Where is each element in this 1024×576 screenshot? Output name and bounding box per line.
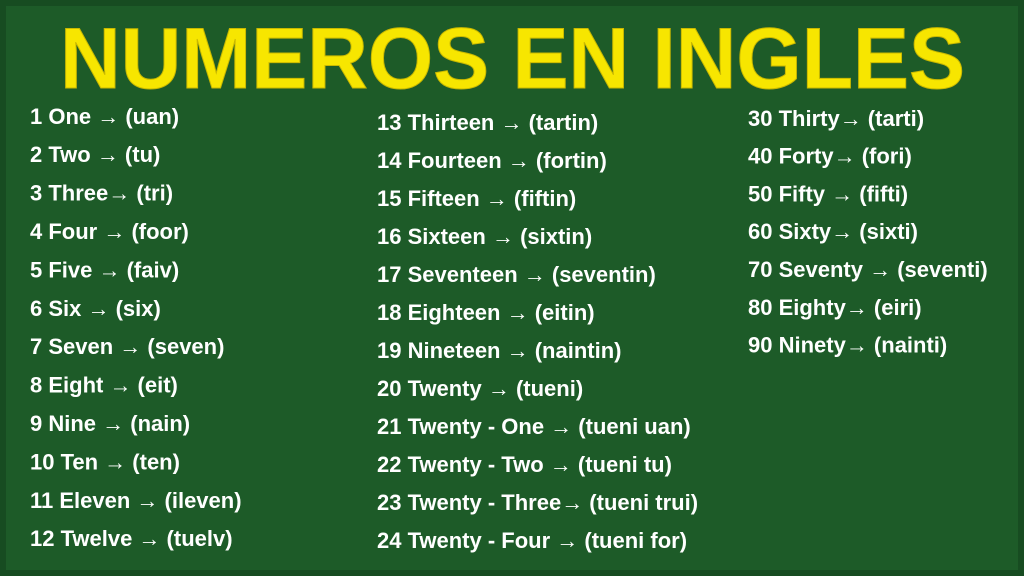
number-line: 9 Nine → (nain) bbox=[30, 411, 190, 436]
number-line: 80 Eighty→ (eiri) bbox=[748, 295, 922, 320]
number-line: 60 Sixty→ (sixti) bbox=[748, 219, 918, 244]
number-line: 16 Sixteen → (sixtin) bbox=[377, 224, 592, 249]
number-line: 5 Five → (faiv) bbox=[30, 257, 179, 282]
number-line: 21 Twenty - One → (tueni uan) bbox=[377, 414, 691, 439]
number-line: 30 Thirty→ (tarti) bbox=[748, 106, 924, 131]
number-line: 18 Eighteen → (eitin) bbox=[377, 300, 595, 325]
number-line: 13 Thirteen → (tartin) bbox=[377, 110, 598, 135]
number-line: 15 Fifteen → (fiftin) bbox=[377, 186, 576, 211]
number-line: 23 Twenty - Three→ (tueni trui) bbox=[377, 490, 698, 515]
number-line: 50 Fifty → (fifti) bbox=[748, 181, 908, 206]
number-line: 3 Three→ (tri) bbox=[30, 181, 173, 206]
title: NUMEROS EN INGLES bbox=[60, 11, 965, 107]
number-line: 6 Six → (six) bbox=[30, 296, 161, 321]
number-line: 22 Twenty - Two → (tueni tu) bbox=[377, 452, 672, 477]
number-line: 10 Ten → (ten) bbox=[30, 449, 180, 474]
number-line: 19 Nineteen → (naintin) bbox=[377, 338, 621, 363]
number-line: 8 Eight → (eit) bbox=[30, 373, 178, 398]
number-line: 12 Twelve → (tuelv) bbox=[30, 526, 233, 551]
number-line: 90 Ninety→ (nainti) bbox=[748, 333, 947, 358]
number-line: 1 One → (uan) bbox=[30, 104, 179, 129]
number-line: 4 Four → (foor) bbox=[30, 219, 189, 244]
number-line: 2 Two → (tu) bbox=[30, 142, 160, 167]
number-line: 20 Twenty → (tueni) bbox=[377, 376, 583, 401]
number-line: 40 Forty→ (fori) bbox=[748, 144, 912, 169]
number-line: 17 Seventeen → (seventin) bbox=[377, 262, 656, 287]
number-line: 14 Fourteen → (fortin) bbox=[377, 148, 607, 173]
number-line: 11 Eleven → (ileven) bbox=[30, 488, 242, 513]
number-line: 7 Seven → (seven) bbox=[30, 334, 224, 359]
number-line: 70 Seventy → (seventi) bbox=[748, 257, 988, 282]
number-line: 24 Twenty - Four → (tueni for) bbox=[377, 528, 687, 553]
